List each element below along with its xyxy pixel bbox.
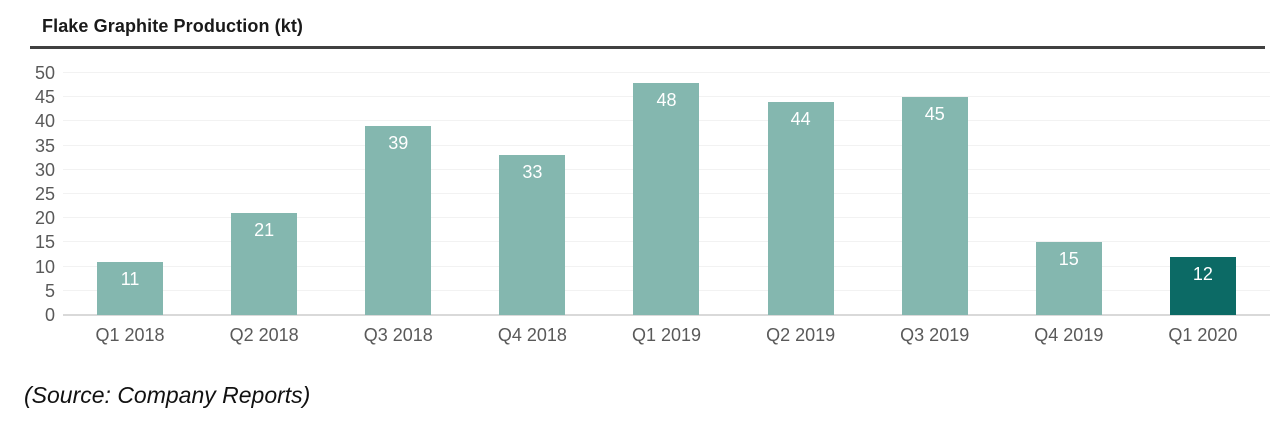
source-note: (Source: Company Reports) <box>24 382 311 408</box>
bar-slot: 11 <box>63 73 197 315</box>
x-tick-label: Q4 2019 <box>1034 325 1104 345</box>
x-tick-label: Q1 2019 <box>631 325 702 345</box>
x-tick-label: Q4 2018 <box>497 325 567 345</box>
x-tick-label: Q1 2018 <box>95 325 165 345</box>
y-tick-label: 50 <box>34 63 55 83</box>
y-tick-label: 10 <box>34 256 55 277</box>
bar-slot: 12 <box>1136 73 1270 315</box>
bar-q1-2019: 48 <box>633 82 700 315</box>
bar-slot: 44 <box>734 73 868 315</box>
y-tick-label: 45 <box>34 87 55 108</box>
bar-q2-2018: 21 <box>231 213 298 315</box>
bar-value-label: 45 <box>924 104 945 125</box>
chart-title: Flake Graphite Production (kt) <box>42 16 304 36</box>
bar-slot: 45 <box>868 73 1002 315</box>
y-tick-label: 20 <box>34 208 55 229</box>
bar-q1-2020: 12 <box>1169 256 1236 315</box>
y-tick-label: 15 <box>34 232 55 253</box>
y-tick-label: 25 <box>34 184 55 204</box>
bar-value-label: 11 <box>120 268 140 289</box>
bar-slot: 48 <box>599 73 733 315</box>
bar-value-label: 44 <box>790 109 811 130</box>
bar-value-label: 21 <box>254 220 275 241</box>
bars-row: 11 21 39 33 48 44 45 15 12 <box>63 73 1270 315</box>
bar-value-label: 48 <box>656 89 677 110</box>
bar-value-label: 39 <box>388 133 409 154</box>
bar-value-label: 33 <box>522 162 543 183</box>
y-tick-label: 35 <box>34 135 55 156</box>
bar-q4-2019: 15 <box>1035 242 1102 315</box>
bar-q2-2019: 44 <box>767 102 834 315</box>
bar-q3-2018: 39 <box>365 126 432 315</box>
y-tick-label: 5 <box>44 280 55 301</box>
plot-area: 11 21 39 33 48 44 45 15 12 <box>63 72 1270 316</box>
title-rule <box>30 46 1265 49</box>
bar-slot: 39 <box>331 73 465 315</box>
bar-chart: 0 5 10 15 20 25 30 35 40 45 50 11 21 39 33 48 44 45 15 12 <box>0 64 1278 324</box>
x-tick-label: Q3 2019 <box>900 325 970 345</box>
x-axis-baseline <box>63 314 1270 316</box>
y-tick-label: 0 <box>44 305 55 325</box>
bar-q3-2019: 45 <box>901 97 968 315</box>
x-axis: Q1 2018 Q2 2018 Q3 2018 Q4 2018 Q1 2019 Q2 20… <box>63 325 1270 346</box>
x-tick-label: Q1 2020 <box>1168 325 1238 345</box>
x-tick-label: Q3 2018 <box>363 325 433 345</box>
bar-value-label: 12 <box>1192 263 1213 284</box>
bar-slot: 15 <box>1002 73 1136 315</box>
y-tick-label: 40 <box>34 111 55 132</box>
x-tick-label: Q2 2019 <box>766 325 836 345</box>
bar-slot: 33 <box>465 73 599 315</box>
x-tick-label: Q2 2018 <box>229 325 299 345</box>
bar-q1-2018: 11 <box>97 261 164 315</box>
bar-slot: 21 <box>197 73 331 315</box>
bar-value-label: 15 <box>1058 249 1079 270</box>
y-tick-label: 30 <box>34 159 55 180</box>
y-axis: 0 5 10 15 20 25 30 35 40 45 50 <box>0 64 55 324</box>
bar-q4-2018: 33 <box>499 155 566 315</box>
gridline <box>63 72 1270 73</box>
